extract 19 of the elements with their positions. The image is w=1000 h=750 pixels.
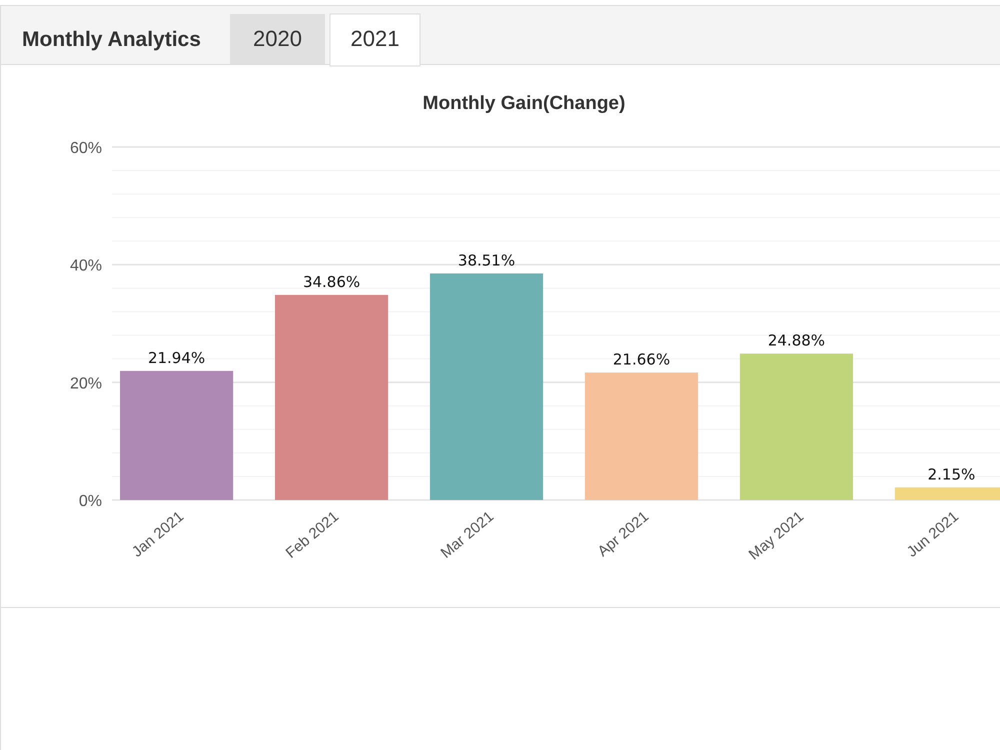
- data-label: 34.86%: [302, 272, 360, 291]
- text: 2021: [350, 26, 400, 51]
- y-tick-label: 60%: [70, 140, 102, 157]
- y-tick-label: 40%: [70, 258, 102, 275]
- text: Monthly Analytics: [22, 28, 201, 51]
- data-label: 21.66%: [612, 350, 670, 369]
- y-tick-label: 0%: [78, 493, 102, 510]
- text: 2020: [253, 26, 302, 51]
- data-label: 2.15%: [928, 465, 976, 484]
- bar: [274, 294, 388, 500]
- bar: [584, 372, 698, 500]
- chart-title: Monthly Gain(Change): [422, 93, 626, 114]
- bar: [740, 354, 854, 500]
- bar: [430, 273, 544, 500]
- data-label: 38.51%: [458, 251, 516, 270]
- data-label: 21.94%: [148, 348, 206, 367]
- bar: [120, 370, 234, 500]
- data-label: 24.88%: [768, 332, 826, 350]
- y-tick-label: 20%: [70, 375, 102, 392]
